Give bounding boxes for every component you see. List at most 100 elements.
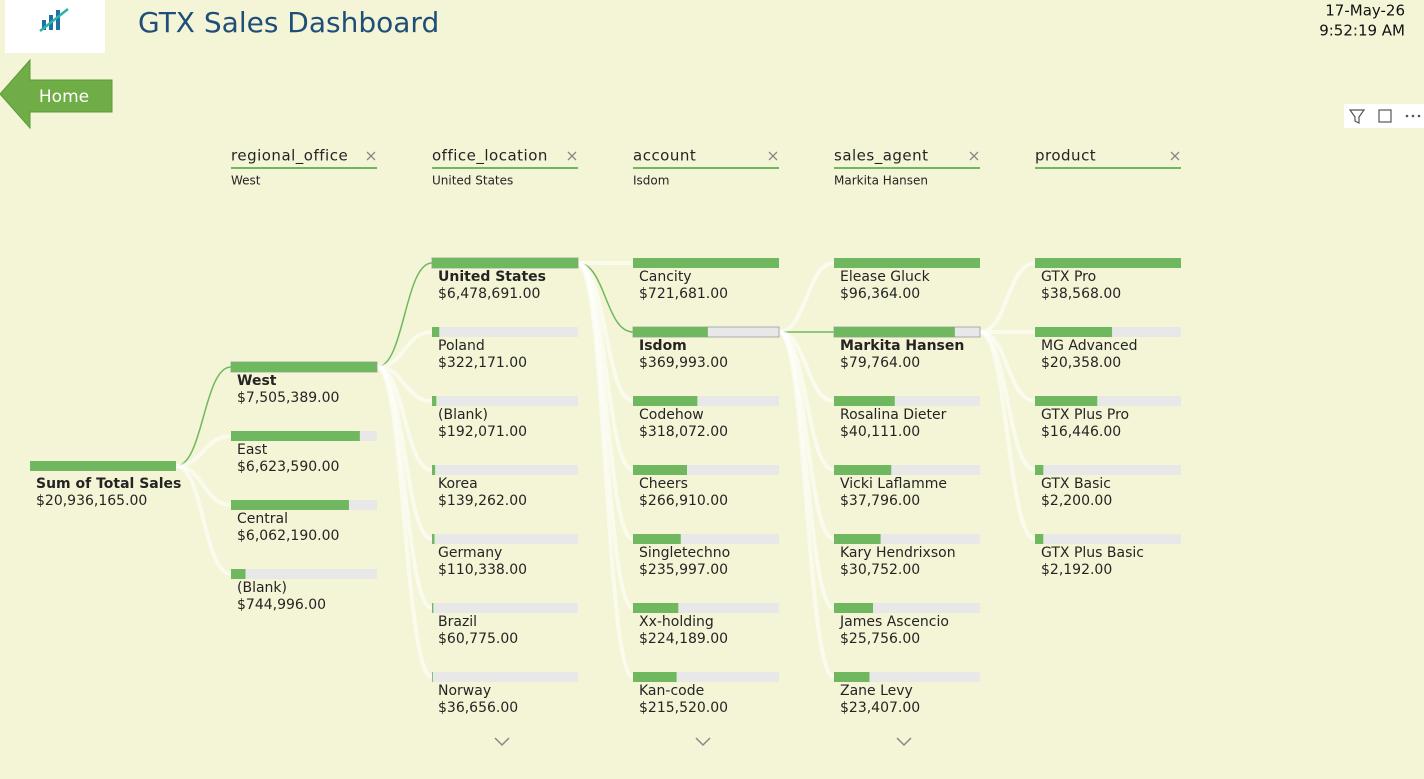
field-name: product bbox=[1035, 147, 1096, 165]
bar-track bbox=[432, 534, 578, 544]
bar bbox=[834, 396, 895, 406]
bar bbox=[432, 327, 440, 337]
bar bbox=[231, 362, 377, 372]
field-name: sales_agent bbox=[834, 147, 929, 166]
bar-track bbox=[633, 465, 779, 475]
root-bar bbox=[30, 461, 176, 471]
node-name: GTX Basic bbox=[1041, 476, 1111, 492]
filter-value: Isdom bbox=[633, 174, 669, 188]
bar bbox=[834, 534, 881, 544]
node-value: $23,407.00 bbox=[840, 700, 920, 716]
node-name: Korea bbox=[438, 476, 478, 492]
node-value: $322,171.00 bbox=[438, 355, 527, 371]
bar-track bbox=[1035, 396, 1181, 406]
bar-track bbox=[633, 603, 779, 613]
bar-track bbox=[633, 672, 779, 682]
logo bbox=[39, 8, 69, 32]
bar bbox=[834, 258, 980, 268]
remove-level[interactable] bbox=[567, 151, 577, 161]
connector bbox=[175, 464, 232, 576]
node-name: Isdom bbox=[639, 338, 687, 354]
bar bbox=[633, 672, 677, 682]
connector bbox=[979, 330, 1036, 541]
bar-track bbox=[1035, 534, 1181, 544]
bar bbox=[633, 534, 681, 544]
home-button[interactable]: Home bbox=[0, 58, 113, 130]
node-name: United States bbox=[438, 269, 546, 285]
more-icon[interactable] bbox=[1405, 114, 1421, 118]
node-value: $235,997.00 bbox=[639, 562, 728, 578]
bar bbox=[231, 500, 349, 510]
node-name: Norway bbox=[438, 683, 491, 699]
filter-icon[interactable] bbox=[1348, 109, 1366, 124]
date: 17-May-26 bbox=[1325, 2, 1405, 20]
node-name: Markita Hansen bbox=[840, 338, 964, 354]
bar bbox=[1035, 534, 1044, 544]
bar bbox=[432, 534, 435, 544]
bar bbox=[432, 396, 437, 406]
visual-toolbar bbox=[1344, 104, 1424, 128]
node-value: $2,192.00 bbox=[1041, 562, 1112, 578]
bar bbox=[432, 258, 578, 268]
connector bbox=[376, 262, 433, 368]
node-name: Central bbox=[237, 511, 288, 527]
bar-track bbox=[432, 672, 578, 682]
remove-level[interactable] bbox=[969, 151, 979, 161]
node-value: $60,775.00 bbox=[438, 631, 518, 647]
connector bbox=[777, 330, 836, 679]
remove-level[interactable] bbox=[768, 151, 778, 161]
scroll-down[interactable] bbox=[695, 737, 711, 747]
filter-value: United States bbox=[432, 174, 513, 188]
node-name: GTX Plus Pro bbox=[1041, 407, 1129, 423]
filter-value: Markita Hansen bbox=[834, 174, 928, 188]
node-name: Rosalina Dieter bbox=[840, 407, 947, 423]
node-name: (Blank) bbox=[237, 580, 287, 596]
bar bbox=[231, 569, 246, 579]
node-name: Kary Hendrixson bbox=[840, 545, 956, 561]
bar bbox=[834, 603, 874, 613]
bar-track bbox=[834, 396, 980, 406]
node-value: $79,764.00 bbox=[840, 355, 920, 371]
bar bbox=[1035, 396, 1098, 406]
node-name: Cancity bbox=[639, 269, 692, 285]
node-name: James Ascencio bbox=[839, 614, 949, 630]
bar bbox=[1035, 258, 1181, 268]
node-name: GTX Pro bbox=[1041, 269, 1096, 285]
home-label[interactable]: Home bbox=[39, 87, 89, 107]
focus-icon[interactable] bbox=[1378, 109, 1392, 123]
node-value: $192,071.00 bbox=[438, 424, 527, 440]
node-value: $37,796.00 bbox=[840, 493, 920, 509]
bar bbox=[1035, 327, 1113, 337]
bar bbox=[432, 603, 434, 613]
node-value: $7,505,389.00 bbox=[237, 390, 339, 406]
chevrons bbox=[494, 737, 912, 747]
scroll-down[interactable] bbox=[896, 737, 912, 747]
scroll-down[interactable] bbox=[494, 737, 510, 747]
remove-level[interactable] bbox=[366, 151, 376, 161]
bar-track bbox=[834, 603, 980, 613]
node-name: GTX Plus Basic bbox=[1041, 545, 1144, 561]
field-name: regional_office bbox=[231, 147, 348, 166]
connector bbox=[979, 261, 1036, 334]
node-name: Zane Levy bbox=[840, 683, 913, 699]
bar bbox=[231, 431, 360, 441]
node-value: $266,910.00 bbox=[639, 493, 728, 509]
node-name: Poland bbox=[438, 338, 485, 354]
bar bbox=[633, 327, 708, 337]
node-value: $721,681.00 bbox=[639, 286, 728, 302]
remove-level[interactable] bbox=[1170, 151, 1180, 161]
node-name: Vicki Laflamme bbox=[840, 476, 947, 492]
field-name: account bbox=[633, 147, 696, 165]
node-name: Kan-code bbox=[639, 683, 704, 699]
bar-track bbox=[231, 569, 377, 579]
node-value: $40,111.00 bbox=[840, 424, 920, 440]
node-value: $16,446.00 bbox=[1041, 424, 1121, 440]
node-value: $38,568.00 bbox=[1041, 286, 1121, 302]
connectors bbox=[175, 261, 1036, 679]
node-value: $110,338.00 bbox=[438, 562, 527, 578]
bar bbox=[432, 465, 436, 475]
time: 9:52:19 AM bbox=[1319, 22, 1405, 40]
